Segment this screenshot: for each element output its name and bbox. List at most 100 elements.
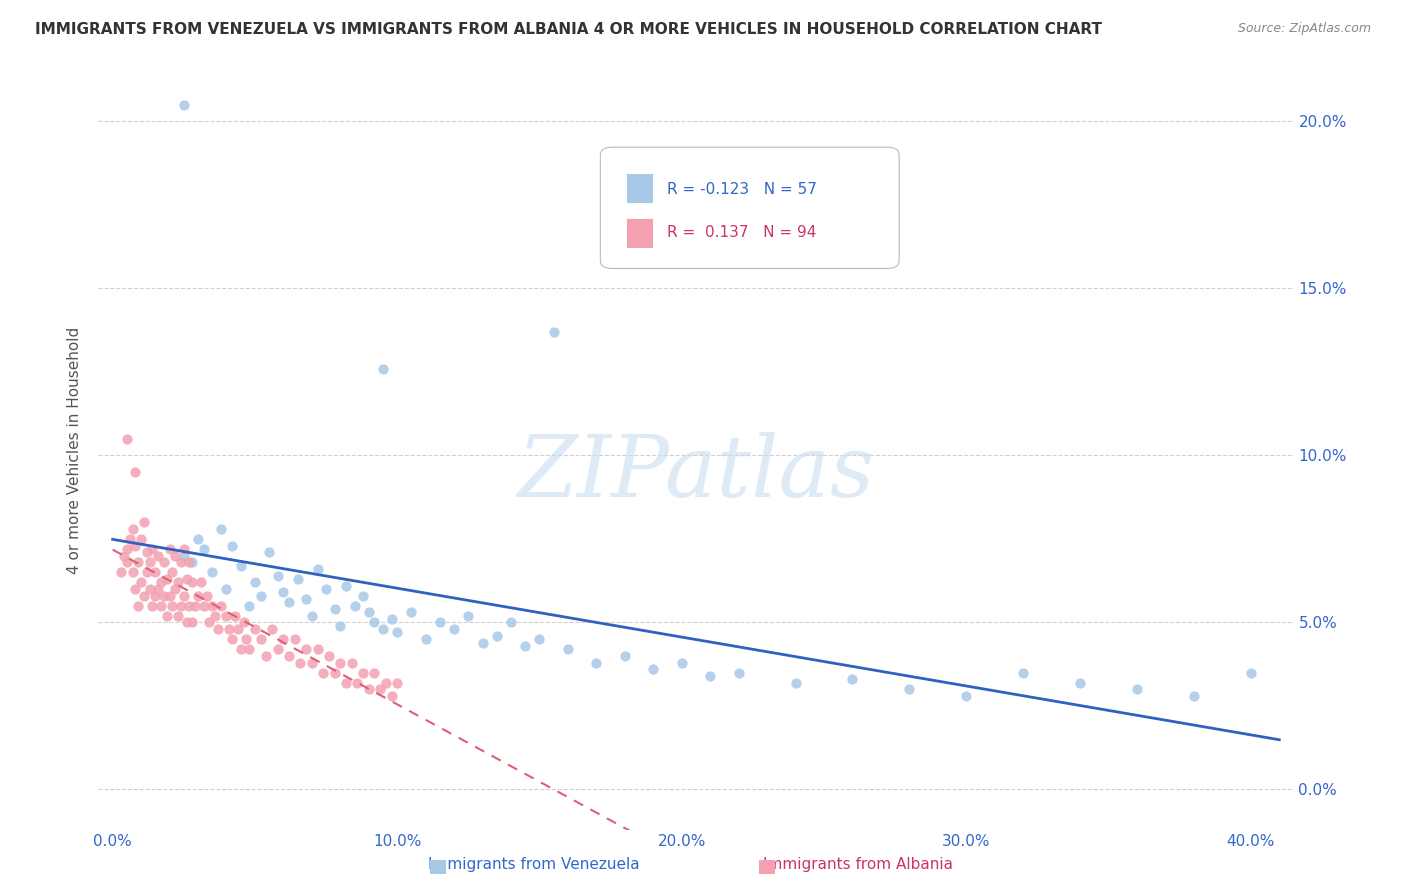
Point [385,625,409,640]
Point [385,675,409,690]
Point [173,589,195,603]
Y-axis label: 4 or more Vehicles in Household: 4 or more Vehicles in Household [67,326,83,574]
Point [238,599,260,613]
Point [159,589,181,603]
Point [156,572,179,586]
Point [129,532,152,546]
Point [301,608,323,623]
Point [167,608,190,623]
Point [307,642,329,657]
Point [141,541,163,556]
Point [343,599,366,613]
Point [1012,665,1035,680]
Point [143,589,166,603]
Point [165,582,187,596]
Point [443,622,465,636]
Point [187,589,209,603]
Point [235,632,257,647]
Point [224,608,246,623]
Point [357,682,380,697]
Point [229,558,252,573]
Point [295,642,318,657]
Point [181,615,204,630]
Point [267,568,290,582]
Point [167,575,190,590]
Point [415,632,437,647]
Point [193,541,215,556]
Point [153,555,176,569]
Point [898,682,921,697]
Point [181,555,204,569]
Point [1069,675,1091,690]
Point [643,662,665,676]
Point [727,665,749,680]
Text: R = -0.123   N = 57: R = -0.123 N = 57 [668,182,817,197]
Point [127,599,149,613]
Point [429,615,451,630]
Point [148,549,170,563]
Point [371,361,394,376]
Point [201,599,224,613]
Point [785,675,807,690]
Point [181,575,204,590]
Point [260,622,283,636]
Point [143,566,166,580]
Point [135,545,157,559]
Text: Immigrants from Albania: Immigrants from Albania [762,857,953,872]
Point [193,599,215,613]
Point [284,632,307,647]
Point [209,522,232,536]
Text: Immigrants from Venezuela: Immigrants from Venezuela [429,857,640,872]
Point [121,522,143,536]
Point [323,665,346,680]
Point [115,541,138,556]
Point [121,566,143,580]
Point [141,599,163,613]
Point [301,656,323,670]
Point [371,622,394,636]
Point [138,582,160,596]
Point [1126,682,1149,697]
Point [201,566,224,580]
Point [457,608,479,623]
Point [278,648,301,663]
Point [380,612,402,626]
Point [118,532,141,546]
Point [124,465,146,479]
Point [318,648,340,663]
FancyBboxPatch shape [600,147,900,268]
Point [232,615,254,630]
Text: R =  0.137   N = 94: R = 0.137 N = 94 [668,225,817,240]
Point [148,582,170,596]
Point [170,599,193,613]
Point [165,549,187,563]
Point [295,592,318,607]
Point [515,639,537,653]
Point [363,615,385,630]
Point [352,665,374,680]
Point [273,585,295,599]
Point [184,599,207,613]
Point [159,541,181,556]
Point [340,656,363,670]
Point [190,575,212,590]
Point [699,669,721,683]
Point [273,632,295,647]
Point [153,589,176,603]
Point [195,589,218,603]
Point [585,656,607,670]
Point [278,595,301,609]
Point [215,582,238,596]
Point [110,566,132,580]
Point [173,549,195,563]
Point [287,572,309,586]
Point [162,599,184,613]
Point [335,579,357,593]
Point [485,629,508,643]
Point [249,589,271,603]
FancyBboxPatch shape [627,174,652,202]
Point [543,325,565,339]
Point [307,562,329,576]
Point [138,555,160,569]
Text: ZIPatlas: ZIPatlas [517,432,875,515]
